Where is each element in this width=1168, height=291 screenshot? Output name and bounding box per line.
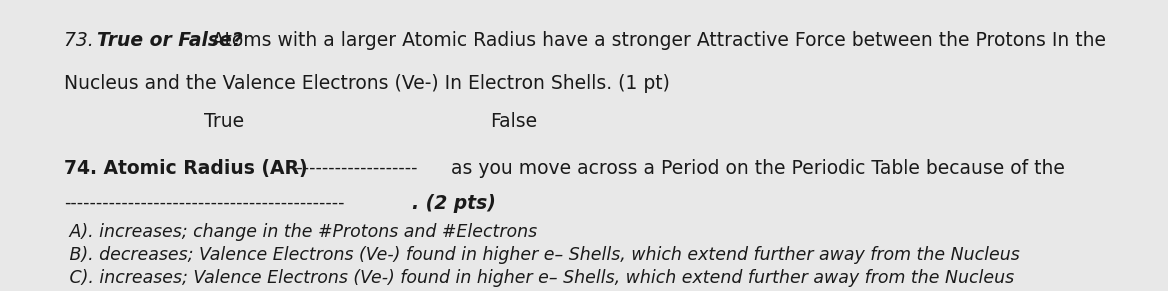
Text: False: False — [491, 112, 537, 131]
Text: Atoms with a larger Atomic Radius have a stronger Attractive Force between the P: Atoms with a larger Atomic Radius have a… — [206, 31, 1106, 49]
Text: True: True — [204, 112, 244, 131]
Text: 73.: 73. — [64, 31, 106, 49]
Text: --------------------: -------------------- — [290, 159, 417, 177]
Text: 74. Atomic Radius (AR): 74. Atomic Radius (AR) — [64, 159, 314, 178]
Text: --------------------------------------------: ----------------------------------------… — [64, 194, 345, 212]
Text: Nucleus and the Valence Electrons (Ve-) In Electron Shells. (1 pt): Nucleus and the Valence Electrons (Ve-) … — [64, 74, 670, 93]
Text: . (2 pts): . (2 pts) — [412, 194, 496, 212]
Text: B). decreases; Valence Electrons (Ve-) found in higher e– Shells, which extend f: B). decreases; Valence Electrons (Ve-) f… — [64, 246, 1020, 264]
Text: as you move across a Period on the Periodic Table because of the: as you move across a Period on the Perio… — [445, 159, 1065, 178]
Text: C). increases; Valence Electrons (Ve-) found in higher e– Shells, which extend f: C). increases; Valence Electrons (Ve-) f… — [64, 269, 1014, 287]
Text: A). increases; change in the #Protons and #Electrons: A). increases; change in the #Protons an… — [64, 223, 537, 241]
Text: True or False?: True or False? — [97, 31, 243, 49]
